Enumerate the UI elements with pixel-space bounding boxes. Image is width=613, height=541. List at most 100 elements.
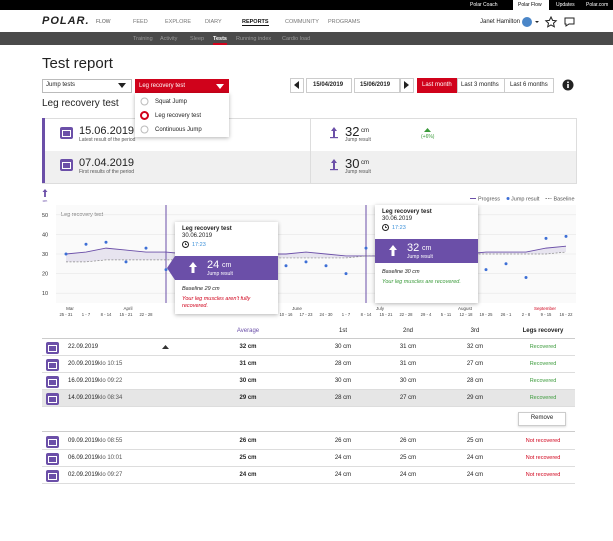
sub-nav-item[interactable]: Running index bbox=[236, 36, 272, 42]
tooltip-message: Your leg muscles aren't fully recovered. bbox=[182, 296, 251, 309]
clock-hands bbox=[385, 225, 387, 228]
chat-icon[interactable] bbox=[564, 17, 575, 27]
nav-item[interactable]: COMMUNITY bbox=[285, 19, 319, 25]
table-row[interactable] bbox=[42, 467, 575, 484]
row-time: klo 10:15 bbox=[98, 361, 123, 367]
icon-arrow bbox=[331, 159, 337, 169]
row-cell: 31 cm bbox=[399, 344, 417, 350]
logo[interactable]: POLAR. bbox=[42, 15, 90, 27]
prev-icon bbox=[294, 81, 299, 89]
clock-hands bbox=[185, 242, 187, 245]
radio[interactable] bbox=[140, 111, 150, 121]
radio[interactable] bbox=[140, 125, 150, 135]
table-row[interactable] bbox=[42, 373, 575, 390]
row-cell: 28 cm bbox=[466, 378, 484, 384]
axis-icon bbox=[42, 189, 48, 197]
x-tick-label: 26 - 1 bbox=[501, 312, 512, 317]
row-cell: 28 cm bbox=[334, 361, 352, 367]
tooltip-time: 17:23 bbox=[192, 242, 206, 248]
dropdown-option[interactable]: Leg recovery test bbox=[155, 113, 202, 119]
row-cell: 27 cm bbox=[466, 361, 484, 367]
row-cell: 32 cm bbox=[239, 344, 257, 350]
row-cell: 24 cm bbox=[334, 455, 352, 461]
select-box[interactable] bbox=[42, 79, 132, 93]
jump-point bbox=[304, 260, 308, 264]
sub-nav-item[interactable]: Activity bbox=[160, 36, 178, 42]
icon-arrow bbox=[331, 127, 337, 137]
y-tick-label: 40 bbox=[42, 232, 48, 238]
top-link-active-bg bbox=[513, 0, 549, 10]
range-label: Last 3 months bbox=[461, 82, 499, 88]
icon-body bbox=[46, 376, 59, 388]
month-label: August bbox=[458, 306, 473, 311]
row-time: klo 09:22 bbox=[98, 378, 123, 384]
next-button[interactable] bbox=[400, 78, 414, 93]
top-link[interactable]: Updates bbox=[556, 2, 575, 8]
row-rule bbox=[42, 431, 575, 432]
select-arrow bbox=[118, 83, 126, 88]
avatar[interactable] bbox=[522, 17, 532, 27]
date-to: 15/06/2019 bbox=[360, 82, 391, 88]
radio-ring bbox=[140, 125, 149, 134]
date-box[interactable] bbox=[354, 78, 400, 93]
table-row[interactable] bbox=[42, 339, 575, 356]
nav-item[interactable]: PROGRAMS bbox=[328, 19, 361, 25]
jump-point bbox=[124, 260, 128, 264]
summary-value-caption: Jump result bbox=[345, 137, 371, 143]
table-row[interactable] bbox=[42, 450, 575, 467]
icon-inner bbox=[48, 345, 57, 352]
caret bbox=[535, 21, 539, 23]
table-row[interactable] bbox=[42, 433, 575, 450]
icon-inner bbox=[48, 473, 57, 480]
remove-button[interactable] bbox=[518, 412, 566, 426]
info-icon[interactable] bbox=[562, 79, 574, 91]
top-link[interactable]: Polar Coach bbox=[470, 2, 498, 8]
prev-button[interactable] bbox=[290, 78, 304, 93]
user-name[interactable]: Janet Hamilton bbox=[480, 19, 521, 25]
next-icon bbox=[404, 81, 409, 89]
nav-item[interactable]: EXPLORE bbox=[165, 19, 191, 25]
sub-nav-item[interactable]: Cardio load bbox=[282, 36, 311, 42]
sub-nav-item[interactable]: Training bbox=[133, 36, 153, 42]
row-cell: 24 cm bbox=[466, 472, 484, 478]
table-row[interactable] bbox=[42, 390, 575, 407]
dropdown-option[interactable]: Continuous Jump bbox=[155, 127, 202, 133]
table-rule bbox=[42, 338, 575, 339]
select-box-active[interactable] bbox=[135, 79, 229, 93]
summary-date: 07.04.2019 bbox=[79, 157, 135, 169]
top-link[interactable]: Polar.com bbox=[586, 2, 609, 8]
change-arrow-shape bbox=[424, 128, 431, 132]
row-time: klo 08:34 bbox=[98, 395, 123, 401]
table-row[interactable] bbox=[42, 356, 575, 373]
nav-item[interactable]: FEED bbox=[133, 19, 148, 25]
x-tick-label: 25 - 31 bbox=[59, 312, 73, 317]
tooltip-band bbox=[167, 256, 278, 280]
jump-point bbox=[504, 262, 508, 266]
section-title: Leg recovery test bbox=[42, 98, 119, 109]
row-cell: 26 cm bbox=[399, 438, 417, 444]
nav-item[interactable]: DIARY bbox=[205, 19, 222, 25]
date-box[interactable] bbox=[306, 78, 352, 93]
dropdown-option[interactable]: Squat Jump bbox=[155, 99, 188, 105]
tooltip-date: 30.06.2019 bbox=[182, 233, 213, 239]
icon-body bbox=[46, 359, 59, 371]
sub-nav-item[interactable]: Sleep bbox=[190, 36, 205, 42]
range-button[interactable] bbox=[504, 78, 554, 93]
radio[interactable] bbox=[140, 97, 150, 107]
page-title: Test report bbox=[42, 55, 113, 72]
star-icon[interactable] bbox=[544, 16, 558, 28]
row-time: klo 08:55 bbox=[98, 438, 123, 444]
range-button-active[interactable] bbox=[417, 78, 457, 93]
baseline-line bbox=[66, 251, 567, 263]
row-cell: 25 cm bbox=[466, 438, 484, 444]
jump-point bbox=[164, 268, 168, 272]
tooltip-baseline: Baseline 30 cm bbox=[382, 269, 420, 275]
calendar-icon bbox=[46, 342, 59, 354]
sub-nav-item[interactable]: Tests bbox=[213, 36, 227, 45]
collapse-icon[interactable] bbox=[162, 344, 170, 350]
nav-item[interactable]: REPORTS bbox=[242, 19, 269, 26]
top-link[interactable]: Polar Flow bbox=[518, 2, 542, 8]
icon-body bbox=[46, 393, 59, 405]
jump-point bbox=[144, 246, 148, 250]
month-label: June bbox=[292, 306, 302, 311]
